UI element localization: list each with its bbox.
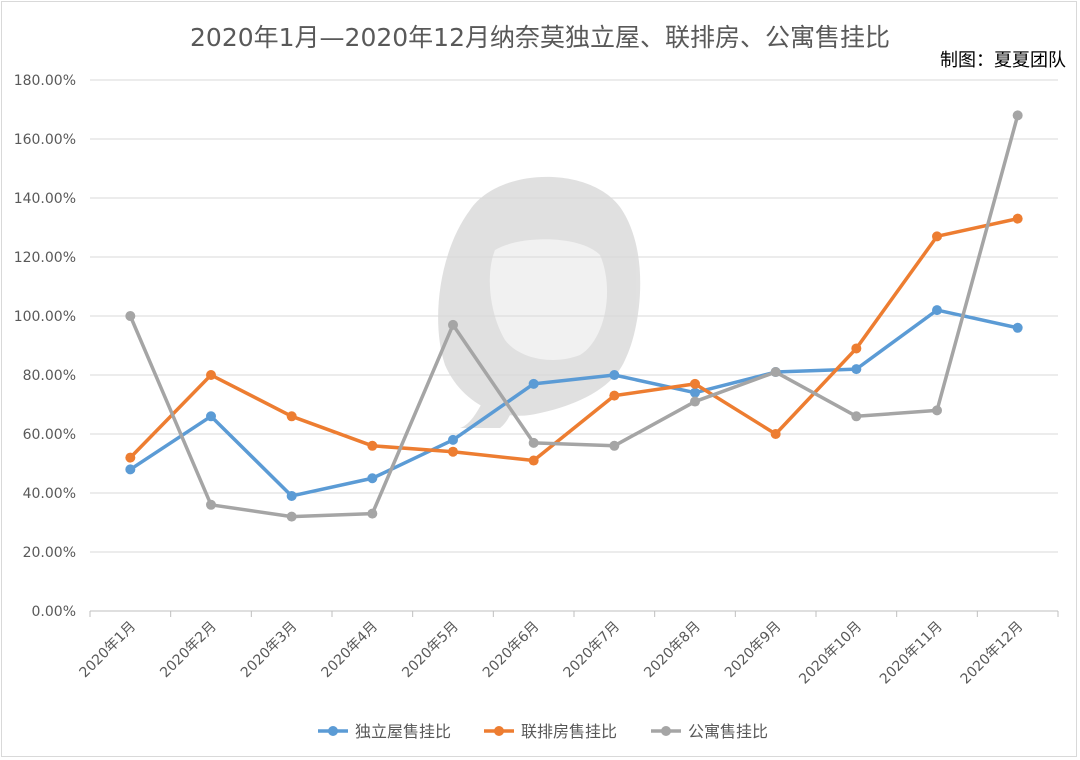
x-tick-label: 2020年1月 (77, 619, 140, 682)
series-line (128, 308, 1020, 498)
data-point (367, 473, 378, 484)
data-point (206, 370, 216, 380)
data-point (125, 452, 136, 463)
data-point (609, 390, 620, 401)
data-point (286, 511, 297, 522)
x-tick-label: 2020年12月 (958, 619, 1027, 688)
data-point (367, 508, 378, 519)
x-tick-label: 2020年4月 (319, 619, 382, 682)
x-tick-label: 2020年3月 (238, 619, 301, 682)
x-tick-label: 2020年2月 (157, 619, 220, 682)
chart-title: 2020年1月—2020年12月纳奈莫独立屋、联排房、公寓售挂比 (190, 23, 890, 52)
y-tick-label: 140.00% (14, 191, 76, 207)
data-point (448, 319, 458, 330)
legend-label: 公寓售挂比 (688, 722, 768, 741)
data-point (770, 367, 781, 378)
series-line (128, 113, 1020, 519)
data-point (125, 311, 136, 321)
x-tick-label: 2020年6月 (480, 619, 543, 682)
x-tick-label: 2020年5月 (399, 619, 462, 682)
y-tick-label: 20.00% (23, 545, 76, 561)
data-point (1012, 110, 1023, 121)
data-point (932, 405, 942, 416)
data-point (690, 378, 700, 389)
legend-label: 联排房售挂比 (521, 722, 617, 741)
x-tick-label: 2020年11月 (877, 619, 946, 688)
data-point (528, 437, 539, 448)
legend-marker (661, 726, 671, 736)
data-point (851, 411, 862, 422)
data-point (932, 305, 942, 316)
x-tick-label: 2020年7月 (561, 619, 624, 682)
y-tick-label: 0.00% (32, 604, 76, 620)
data-point (286, 411, 297, 422)
data-point (448, 434, 458, 445)
data-point (125, 464, 136, 475)
data-point (448, 446, 458, 457)
data-point (206, 411, 216, 422)
data-point (770, 429, 781, 439)
data-point (528, 455, 539, 466)
data-point (690, 396, 700, 407)
data-point (1012, 322, 1023, 333)
y-tick-label: 120.00% (14, 250, 76, 266)
chart-credit: 制图：夏夏团队 (940, 50, 1066, 71)
x-tick-label: 2020年10月 (796, 619, 865, 688)
y-tick-label: 100.00% (14, 309, 76, 325)
grid-lines (90, 79, 1058, 553)
data-point (851, 343, 862, 354)
data-point (206, 499, 216, 510)
data-point (528, 378, 539, 389)
data-point (609, 440, 620, 451)
watermark-portrait (438, 176, 641, 428)
legend-label: 独立屋售挂比 (355, 722, 451, 741)
data-point (1012, 213, 1023, 224)
y-tick-label: 40.00% (23, 486, 76, 502)
legend: 独立屋售挂比 联排房售挂比 公寓售挂比 (318, 722, 768, 741)
y-tick-label: 180.00% (14, 73, 76, 89)
x-tick-label: 2020年8月 (641, 619, 704, 682)
y-tick-label: 60.00% (23, 427, 76, 443)
y-tick-label: 80.00% (23, 368, 76, 384)
x-axis: 2020年1月 2020年2月 2020年3月 2020年4月 2020年5月 2020年… (77, 610, 1059, 688)
y-tick-label: 160.00% (14, 132, 76, 148)
x-tick-label: 2020年9月 (722, 619, 785, 682)
y-axis: 0.00% 20.00% 40.00% 60.00% 80.00% 100.00% 120.… (14, 73, 76, 620)
series-group (125, 110, 1023, 522)
data-point (286, 490, 297, 501)
data-point (932, 231, 942, 242)
data-point (851, 364, 862, 375)
legend-marker (494, 726, 504, 736)
data-point (690, 387, 700, 398)
data-point (367, 440, 378, 451)
series-line (128, 216, 1020, 463)
legend-marker (328, 726, 338, 736)
data-point (609, 370, 620, 380)
